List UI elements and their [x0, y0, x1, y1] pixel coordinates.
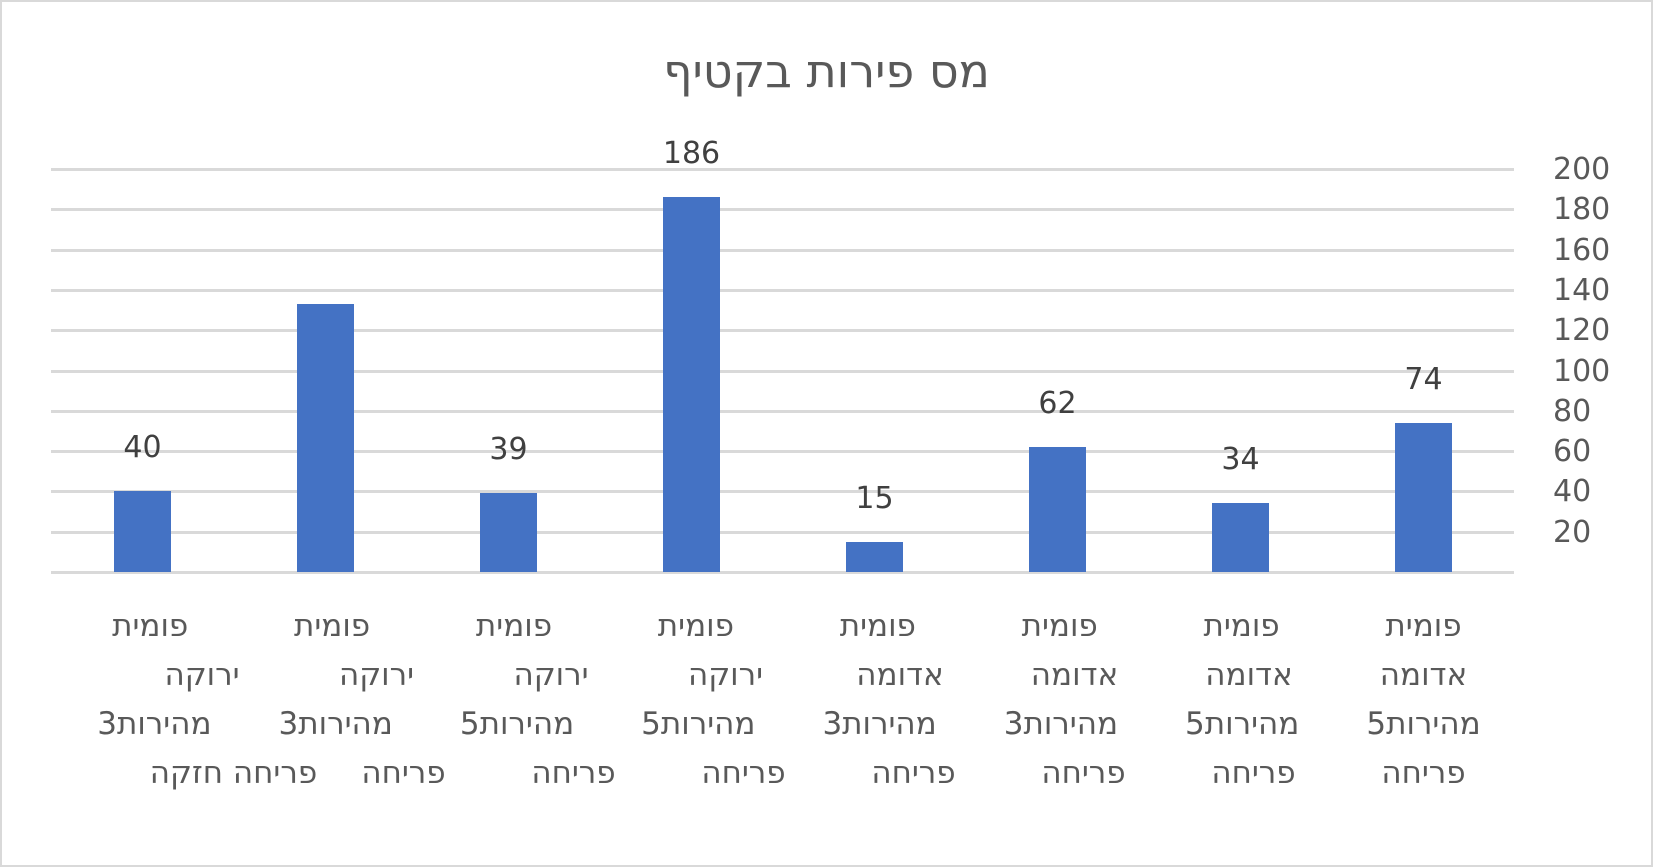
bar[interactable] — [114, 491, 171, 572]
x-category-label: פומית — [1385, 608, 1462, 644]
gridline — [51, 208, 1514, 211]
y-tick-label: 140 — [1553, 272, 1611, 308]
x-category-label: מהירות5 — [641, 706, 756, 742]
x-category-label: ירוקה — [164, 657, 240, 693]
x-category-label: ירוקה — [338, 657, 415, 693]
gridline — [51, 329, 1514, 332]
x-category-label: פריחה חזקה — [149, 755, 318, 791]
bar[interactable] — [480, 493, 537, 572]
x-category-label: פריחה — [701, 755, 786, 791]
x-category-label: מהירות3 — [1003, 706, 1119, 742]
y-tick-label: 20 — [1553, 514, 1592, 550]
x-category-label: פומית — [1203, 608, 1280, 644]
bar[interactable] — [1212, 503, 1269, 572]
data-label: 62 — [1038, 386, 1077, 422]
gridline — [51, 410, 1514, 413]
x-axis-baseline — [51, 571, 1514, 574]
bar[interactable] — [663, 197, 720, 572]
y-tick-label: 100 — [1553, 353, 1611, 389]
y-tick-label: 40 — [1553, 474, 1592, 510]
data-label: 34 — [1221, 442, 1260, 478]
gridline — [51, 531, 1514, 534]
bar[interactable] — [297, 304, 354, 572]
gridline — [51, 450, 1514, 453]
x-category-label: פריחה — [871, 755, 956, 791]
x-category-label: מהירות5 — [1366, 706, 1481, 742]
chart-title: מס פירות בקטיף — [663, 44, 990, 98]
data-label: 15 — [855, 480, 894, 516]
x-category-label: פומית — [839, 608, 916, 644]
y-tick-label: 60 — [1553, 434, 1592, 470]
gridline — [51, 370, 1514, 373]
x-category-label: אדומה — [1205, 657, 1293, 693]
x-category-label: מהירות3 — [822, 706, 937, 742]
x-category-label: פומית — [112, 608, 189, 644]
data-label: 39 — [489, 432, 528, 468]
gridline — [51, 168, 1514, 171]
x-category-label: אדומה — [1379, 657, 1468, 693]
x-category-label: פריחה — [361, 755, 446, 791]
x-category-label: ירוקה — [687, 657, 764, 693]
y-tick-label: 160 — [1553, 232, 1611, 268]
data-label: 40 — [123, 430, 162, 466]
bar[interactable] — [1029, 447, 1086, 572]
x-category-label: מהירות5 — [459, 706, 575, 742]
y-tick-label: 120 — [1553, 313, 1611, 349]
y-tick-label: 80 — [1553, 393, 1592, 429]
x-category-label: פריחה — [531, 755, 616, 791]
gridline — [51, 490, 1514, 493]
x-category-label: מהירות3 — [278, 706, 393, 742]
x-category-label: פומית — [475, 608, 553, 644]
y-tick-label: 200 — [1553, 152, 1611, 187]
x-category-label: מהירות5 — [1185, 706, 1300, 742]
x-category-label: פומית — [657, 608, 734, 644]
x-category-label: ירוקה — [513, 657, 589, 693]
gridline — [51, 249, 1514, 252]
data-label: 186 — [662, 136, 721, 172]
x-category-label: פריחה — [1041, 755, 1126, 791]
gridline — [51, 289, 1514, 292]
y-tick-label: 180 — [1553, 192, 1611, 228]
x-category-label: פומית — [294, 608, 371, 644]
x-category-label: פריחה — [1211, 755, 1296, 791]
bar[interactable] — [1395, 422, 1452, 572]
data-label: 74 — [1404, 361, 1443, 397]
bar[interactable] — [846, 541, 903, 572]
x-category-label: אדומה — [856, 657, 944, 693]
x-category-label: אדומה — [1030, 657, 1119, 693]
x-category-label: מהירות3 — [97, 706, 212, 742]
x-category-label: פומית — [1021, 608, 1098, 644]
x-category-label: פריחה — [1381, 755, 1466, 791]
